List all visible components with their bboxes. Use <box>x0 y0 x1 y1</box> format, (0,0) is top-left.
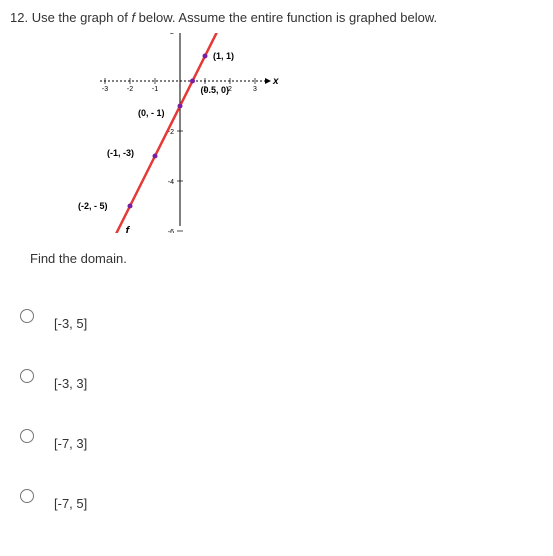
option-3: [-7, 5] <box>20 486 543 511</box>
graph-svg: -3-2-1123-6-4-224(-3, -7)(-2, - 5)(-1, -… <box>30 33 290 233</box>
svg-text:(-1, -3): (-1, -3) <box>107 148 134 158</box>
options-list: [-3, 5] [-3, 3] [-7, 3] [-7, 5] <box>20 306 543 511</box>
question-prefix: Use the graph of <box>32 10 132 25</box>
question-suffix: below. Assume the entire function is gra… <box>135 10 437 25</box>
option-0: [-3, 5] <box>20 306 543 331</box>
svg-text:(0.5, 0): (0.5, 0) <box>201 85 230 95</box>
option-2-label: [-7, 3] <box>54 436 87 451</box>
option-0-radio[interactable] <box>20 309 34 323</box>
svg-text:(1, 1): (1, 1) <box>213 51 234 61</box>
question-number: 12. <box>10 10 28 25</box>
svg-text:x: x <box>272 76 279 87</box>
option-3-radio[interactable] <box>20 489 34 503</box>
question-text: 12. Use the graph of f below. Assume the… <box>10 10 543 25</box>
svg-text:f: f <box>126 225 131 233</box>
option-3-label: [-7, 5] <box>54 496 87 511</box>
svg-text:(0, - 1): (0, - 1) <box>138 108 165 118</box>
option-1-radio[interactable] <box>20 369 34 383</box>
option-0-label: [-3, 5] <box>54 316 87 331</box>
graph-container: -3-2-1123-6-4-224(-3, -7)(-2, - 5)(-1, -… <box>30 33 543 236</box>
svg-text:-3: -3 <box>102 86 108 93</box>
svg-text:(-2, - 5): (-2, - 5) <box>78 201 108 211</box>
option-1: [-3, 3] <box>20 366 543 391</box>
option-2: [-7, 3] <box>20 426 543 451</box>
svg-text:-1: -1 <box>152 86 158 93</box>
svg-text:-2: -2 <box>127 86 133 93</box>
svg-text:-4: -4 <box>168 179 174 186</box>
svg-text:-6: -6 <box>168 229 174 233</box>
option-2-radio[interactable] <box>20 429 34 443</box>
prompt-text: Find the domain. <box>30 251 543 266</box>
option-1-label: [-3, 3] <box>54 376 87 391</box>
svg-text:3: 3 <box>253 86 257 93</box>
svg-text:2: 2 <box>170 33 174 36</box>
